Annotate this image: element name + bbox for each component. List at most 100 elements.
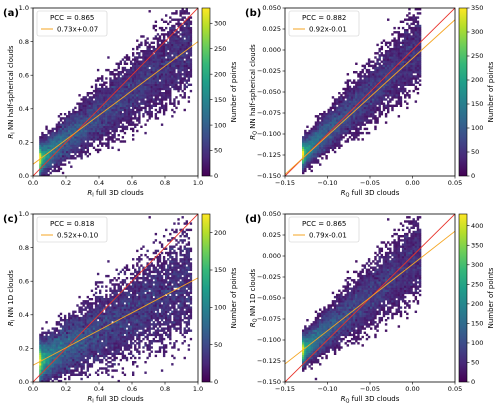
density-cell [123,140,127,143]
density-cell [416,37,420,40]
panel-label: (b) [245,8,261,19]
density-cell [357,117,360,120]
density-cell [406,56,409,59]
density-cell [41,146,44,149]
density-cell [132,342,135,345]
density-cell [51,346,54,349]
density-cell [101,100,104,103]
density-cell [395,43,398,47]
density-cell [359,94,362,97]
density-cell [74,350,77,353]
density-cell [175,50,178,53]
colorbar-tick-label: 250 [214,45,226,53]
density-cell [146,92,149,95]
y-tick-label: 1.0 [19,4,29,12]
density-cell [119,106,122,110]
density-cell [80,155,83,158]
density-cell [183,22,186,26]
density-cell [169,89,172,93]
density-cell [401,66,405,70]
density-cell [53,142,56,145]
density-cell [306,146,309,149]
density-cell [391,108,394,112]
density-cell [138,356,141,360]
density-cell [162,106,166,110]
density-cell [119,344,122,347]
density-cell [348,108,352,112]
density-cell [350,127,354,131]
density-cell [348,129,352,133]
density-cell [374,62,377,65]
density-cell [41,365,44,368]
density-cell [55,377,59,381]
density-cell [399,77,403,80]
density-cell [123,92,127,95]
density-cell [175,321,178,324]
density-cell [399,85,403,89]
density-cell [179,10,182,13]
density-cell [380,102,384,105]
density-cell [99,321,102,324]
density-cell [105,348,108,351]
density-cell [171,81,174,84]
density-cell [401,92,405,95]
density-cell [152,62,155,65]
density-cell [325,119,328,122]
density-cell [99,361,102,364]
density-cell [165,327,168,330]
density-cell [154,24,158,28]
density-cell [401,39,405,42]
density-cell [391,85,394,89]
density-cell [169,327,172,330]
density-cell [92,136,96,139]
density-cell [412,41,415,44]
density-cell [86,340,89,343]
density-cell [55,344,59,347]
y-tick-label: −0.050 [257,88,281,96]
density-cell [175,85,178,89]
density-cell [367,60,371,63]
density-cell [374,119,377,122]
density-cell [127,100,131,103]
density-cell [80,117,83,120]
density-cell [66,352,69,355]
density-cell [412,60,415,63]
density-cell [76,102,79,105]
density-cell [63,323,67,326]
density-cell [397,39,401,42]
density-cell [158,92,162,95]
density-cell [59,369,63,372]
density-cell [393,104,396,107]
density-cell [397,58,401,61]
density-cell [150,64,153,68]
density-cell [111,100,114,103]
density-cell [129,102,133,105]
density-cell [367,89,371,93]
density-cell [70,348,73,351]
density-cell [105,329,108,332]
density-cell [90,113,94,116]
density-cell [59,363,63,366]
density-cell [410,47,413,51]
density-cell [125,117,129,120]
density-cell [158,102,162,105]
density-cell [63,129,67,133]
density-cell [399,75,403,78]
density-cell [181,58,184,61]
density-cell [376,81,379,84]
density-cell [391,89,394,93]
density-cell [125,92,129,95]
density-cell [88,329,92,332]
density-cell [165,54,168,57]
density-cell [45,363,48,366]
density-cell [68,319,71,322]
density-cell [123,75,127,78]
density-cell [406,68,409,72]
density-cell [136,58,139,61]
density-cell [175,83,178,86]
density-cell [96,323,100,326]
density-cell [401,54,405,57]
density-cell [105,369,108,372]
density-cell [61,331,65,334]
density-cell [94,136,98,139]
